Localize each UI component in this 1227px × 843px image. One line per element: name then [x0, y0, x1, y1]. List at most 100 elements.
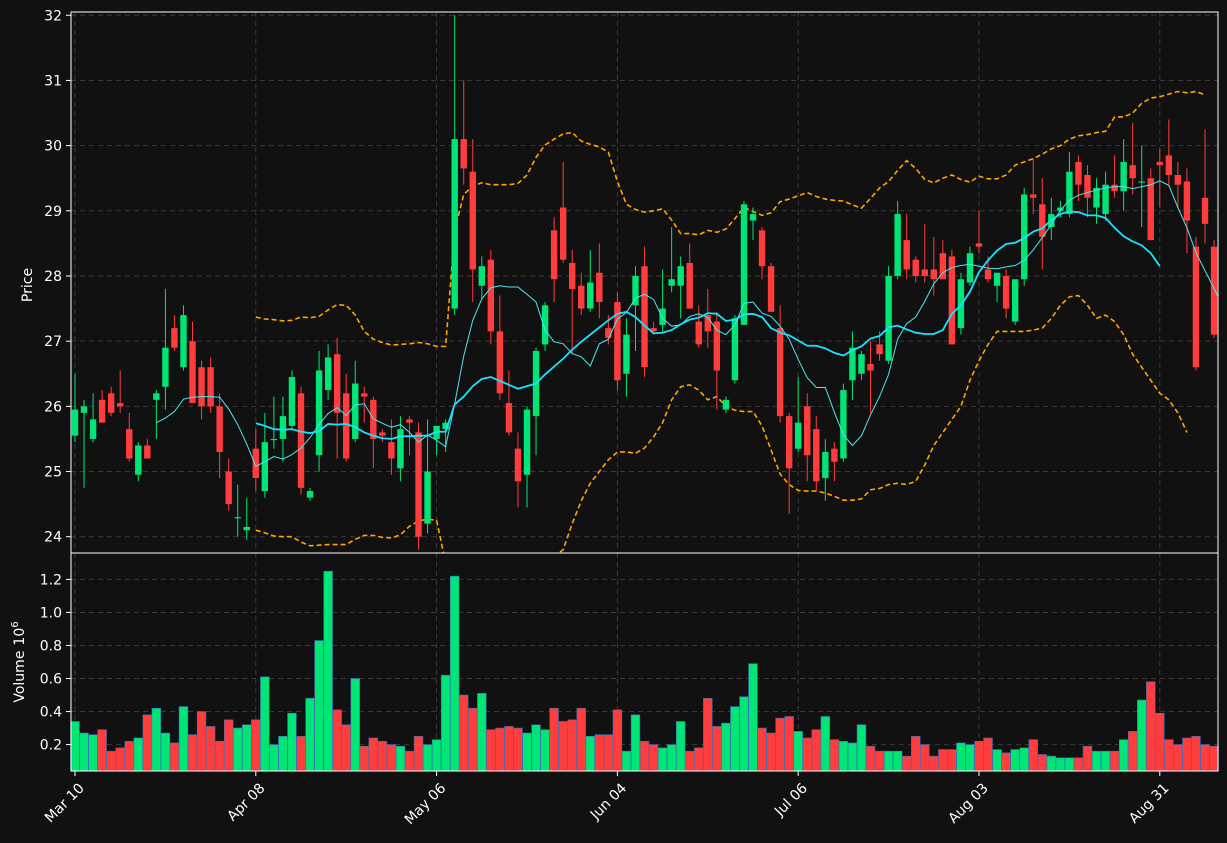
candle: [1102, 171, 1109, 221]
candle: [677, 256, 684, 319]
volume-bar: [712, 726, 722, 772]
volume-bar: [865, 745, 876, 772]
candle: [388, 419, 395, 475]
candle-body: [1174, 174, 1182, 185]
candle: [370, 396, 377, 469]
candle-body: [1030, 194, 1037, 198]
candle-body: [487, 259, 495, 332]
volume-bar: [657, 747, 668, 772]
candle: [107, 386, 115, 417]
volume-bar: [549, 707, 559, 772]
candle-body: [1039, 204, 1046, 237]
volume-bar: [721, 722, 731, 772]
volume-bar: [459, 694, 469, 772]
candle: [1147, 168, 1154, 241]
candle-body: [171, 328, 178, 348]
price-panel: 24 25 26 27 28 29 30 31 32 Price: [20, 8, 1219, 554]
candle-body: [361, 393, 368, 397]
volume-bar: [874, 750, 885, 772]
volume-bar: [1073, 757, 1084, 772]
volume-bar: [187, 734, 198, 772]
candle: [1075, 155, 1082, 202]
volume-bar: [1155, 712, 1165, 772]
candle-body: [587, 282, 594, 309]
candle: [587, 249, 594, 312]
candle: [822, 438, 829, 501]
volume-bar: [838, 740, 849, 772]
candle: [966, 246, 974, 286]
volume-bar: [856, 724, 867, 772]
candle: [117, 370, 124, 413]
candle: [623, 318, 630, 397]
candle-body: [632, 275, 639, 306]
volume-bar: [1164, 739, 1174, 772]
volume-bar: [314, 640, 324, 772]
candle-body: [162, 347, 169, 387]
volume-label-text: Volume: [12, 651, 28, 703]
volume-bar: [468, 707, 478, 772]
candle: [731, 315, 739, 384]
volume-bar: [974, 740, 984, 772]
candle-body: [1102, 184, 1109, 215]
candle-body: [288, 377, 296, 426]
volume-bar: [214, 740, 225, 772]
volume-bar: [341, 724, 351, 772]
candle-body: [406, 419, 413, 423]
candle-body: [135, 445, 142, 475]
candle-body: [180, 315, 187, 368]
candle-body: [614, 302, 621, 381]
candle-body: [460, 139, 467, 169]
candle: [1165, 119, 1173, 185]
volume-bar: [612, 709, 623, 772]
price-y-tick-label: 29: [44, 204, 62, 220]
candle-body: [659, 308, 666, 325]
candle: [930, 236, 937, 296]
volume-bar: [576, 707, 586, 772]
volume-bar: [766, 732, 776, 772]
volume-bar: [639, 740, 650, 772]
candle-body: [1084, 174, 1091, 198]
volume-y-tick-label: 0.4: [40, 705, 62, 721]
volume-bar: [648, 744, 659, 772]
candle: [1066, 152, 1073, 218]
candle: [885, 266, 892, 364]
volume-bar: [956, 742, 966, 772]
candle: [198, 360, 205, 420]
candle-body: [822, 451, 829, 479]
volume-bar: [178, 706, 189, 772]
price-candles: [71, 15, 1218, 550]
candle: [641, 246, 648, 378]
price-y-tick-label: 30: [44, 139, 62, 155]
volume-bar: [88, 734, 98, 772]
volume-bar: [703, 698, 713, 772]
candle: [469, 139, 476, 303]
volume-bar: [106, 750, 116, 772]
candle: [1183, 168, 1191, 254]
volume-bar: [1001, 752, 1011, 772]
candle-body: [966, 253, 974, 283]
candle-body: [722, 399, 730, 410]
volume-y-tick-label: 0.8: [40, 638, 62, 654]
volume-bar: [992, 749, 1002, 772]
candle: [144, 438, 151, 459]
candle-body: [894, 214, 901, 276]
candle: [80, 399, 88, 488]
volume-bar: [1191, 736, 1201, 772]
volume-bar: [531, 724, 541, 772]
candle: [1111, 155, 1118, 198]
candle: [126, 412, 133, 462]
candle: [460, 80, 467, 185]
candle-body: [984, 269, 992, 280]
volume-bar: [1028, 739, 1038, 772]
volume-bar: [359, 745, 369, 772]
volume-bar: [287, 712, 297, 772]
volume-bar: [97, 729, 107, 772]
volume-bar: [1010, 749, 1020, 772]
candle: [180, 305, 187, 371]
candle: [379, 429, 386, 443]
candle-body: [198, 367, 205, 407]
volume-bar: [811, 729, 821, 772]
candle-body: [252, 448, 259, 479]
candle: [668, 227, 675, 293]
candle: [306, 487, 314, 501]
